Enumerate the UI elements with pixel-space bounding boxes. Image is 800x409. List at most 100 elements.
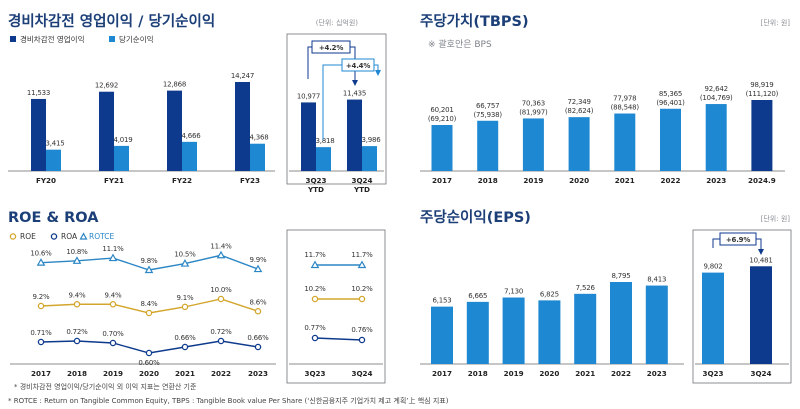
tbps-title: 주당가치(TBPS) xyxy=(420,12,529,30)
roe-label: 8.6% xyxy=(250,298,268,306)
eps-label: 8,795 xyxy=(611,272,630,280)
eps-xtick: 2023 xyxy=(647,369,667,378)
legend-roe-marker xyxy=(9,233,17,240)
roa-label: 0.72% xyxy=(210,328,232,336)
eps-bar xyxy=(502,297,525,364)
tbps-bps-label: (111,120) xyxy=(746,90,779,98)
roe-q-xtick: 3Q24 xyxy=(351,369,372,378)
tbps-label: 66,757 xyxy=(476,102,499,110)
eps-label: 7,526 xyxy=(576,284,596,292)
eps-q-xtick: 3Q24 xyxy=(750,369,771,378)
op-bar-operating xyxy=(99,91,114,171)
legend-net-label: 당기순이익 xyxy=(119,34,154,44)
eps-bar xyxy=(538,300,561,364)
roe-label: 9.2% xyxy=(33,293,51,301)
ytd-xtick: 3Q24 xyxy=(351,176,372,185)
tbps-xtick: 2021 xyxy=(615,176,635,185)
legend-op-label: 경비차감전 영업이익 xyxy=(20,34,84,44)
tbps-xtick: 2024.9 xyxy=(748,176,776,185)
roa-q-label: 0.76% xyxy=(351,326,373,334)
roa-label: 0.66% xyxy=(247,334,269,342)
tbps-label: 72,349 xyxy=(567,98,590,106)
ytd-label-net: 3,986 xyxy=(361,136,381,144)
tbps-bar xyxy=(614,113,636,171)
roe-q-point xyxy=(358,295,366,303)
ytd-bar-net xyxy=(316,147,331,171)
eps-xtick: 2021 xyxy=(575,369,595,378)
legend-rotce-marker xyxy=(79,232,88,240)
roe-point xyxy=(145,309,153,317)
roa-q-line xyxy=(314,337,363,341)
ytd-label-operating: 10,977 xyxy=(297,92,320,100)
roa-label: 0.66% xyxy=(174,334,196,342)
op-label-operating: 12,692 xyxy=(95,82,118,90)
eps-xtick: 2020 xyxy=(539,369,559,378)
footnote-1: * 경비차감전 영업이익/당기순이익 외 이익 지표는 연환산 기준 xyxy=(14,382,197,391)
roe-label: 9.1% xyxy=(177,294,195,302)
roe-label: 10.0% xyxy=(210,286,232,294)
ytd-arrowhead-operating xyxy=(352,80,358,86)
rotce-q-point xyxy=(310,260,320,269)
tbps-bar xyxy=(431,125,453,171)
rotce-label: 11.4% xyxy=(210,242,232,250)
roe-xtick: 2019 xyxy=(103,369,123,378)
roa-q-point xyxy=(358,336,366,344)
roe-q-point xyxy=(311,295,319,303)
roa-label: 0.70% xyxy=(102,330,124,338)
op-xtick: FY20 xyxy=(36,176,56,185)
tbps-bps-label: (104,769) xyxy=(700,94,733,102)
tbps-bar xyxy=(568,117,590,171)
eps-label: 7,130 xyxy=(504,288,523,296)
tbps-label: 98,919 xyxy=(750,81,773,89)
op-label-net: 4,019 xyxy=(113,136,132,144)
eps-q-bracket xyxy=(756,238,762,251)
ytd-label-net: 3,818 xyxy=(315,137,334,145)
tbps-bar xyxy=(751,100,773,171)
roe-point xyxy=(217,295,225,303)
tbps-label: 85,365 xyxy=(659,90,682,98)
eps-label: 8,413 xyxy=(647,276,666,284)
eps-q-xtick: 3Q23 xyxy=(702,369,723,378)
tbps-bps-label: (88,548) xyxy=(611,104,640,112)
legend-roe-label: ROE xyxy=(20,232,36,241)
eps-title: 주당순이익(EPS) xyxy=(420,208,531,226)
eps-xtick: 2018 xyxy=(468,369,488,378)
roa-label: 0.71% xyxy=(30,329,52,337)
tbps-subtitle: ※ 괄호안은 BPS xyxy=(428,38,492,50)
op-bar-net xyxy=(46,149,61,171)
ytd-bar-operating xyxy=(347,99,362,171)
roa-label: 0.60% xyxy=(138,359,160,367)
eps-bar xyxy=(610,282,632,364)
op-xtick: FY22 xyxy=(172,176,192,185)
tbps-label: 70,363 xyxy=(522,99,545,107)
ytd-bracket-net xyxy=(322,64,342,140)
rotce-label: 10.5% xyxy=(174,251,196,259)
rotce-label: 10.8% xyxy=(66,248,88,256)
roe-label: 8.4% xyxy=(141,300,159,308)
rotce-point xyxy=(36,258,46,266)
eps-q-label: 10,481 xyxy=(749,256,772,264)
eps-bar xyxy=(574,293,597,364)
op-bar-net xyxy=(114,145,129,171)
rotce-point xyxy=(72,256,82,264)
eps-label: 6,665 xyxy=(468,292,487,300)
tbps-bar xyxy=(522,118,544,171)
eps-xtick: 2017 xyxy=(432,369,452,378)
legend-roa-label: ROA xyxy=(61,232,78,241)
rotce-point xyxy=(108,253,118,262)
op-bar-net xyxy=(250,143,265,171)
eps-unit: [단위: 원] xyxy=(761,214,791,223)
roa-q-point xyxy=(311,334,319,342)
rotce-q-point xyxy=(357,260,367,269)
footnote-2: * ROTCE : Return on Tangible Common Equi… xyxy=(8,396,449,405)
op-bar-operating xyxy=(167,90,182,171)
op-xtick: FY21 xyxy=(104,176,124,185)
tbps-bps-label: (69,210) xyxy=(428,115,457,123)
chart-marks: 11,533 3,415 FY20 12,692 4,019 FY21 12,868 4,66… xyxy=(8,40,789,378)
rotce-label: 11.1% xyxy=(102,245,124,253)
op-label-operating: 11,533 xyxy=(27,89,50,97)
rotce-point xyxy=(253,264,263,273)
roe-label: 9.4% xyxy=(69,291,87,299)
eps-bar xyxy=(466,301,489,364)
eps-xtick: 2019 xyxy=(504,369,524,378)
